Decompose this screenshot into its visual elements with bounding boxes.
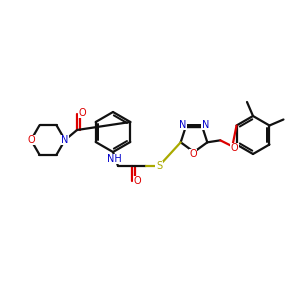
Text: O: O: [230, 143, 238, 153]
Text: S: S: [156, 161, 162, 171]
Text: N: N: [61, 135, 69, 145]
Text: O: O: [133, 176, 141, 186]
Text: O: O: [189, 149, 197, 159]
Text: N: N: [179, 120, 187, 130]
Text: O: O: [78, 108, 86, 118]
Text: NH: NH: [106, 154, 122, 164]
Text: O: O: [27, 135, 35, 145]
Text: N: N: [202, 120, 209, 130]
